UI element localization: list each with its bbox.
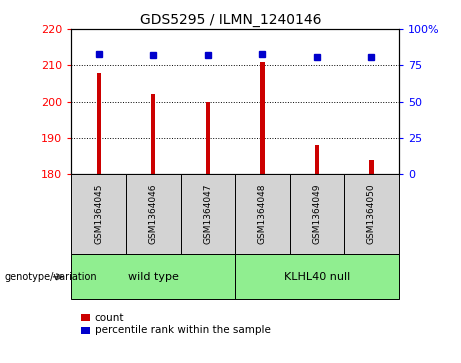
Bar (315, 145, 319, 174)
Bar (151, 94, 155, 174)
Text: GSM1364047: GSM1364047 (203, 184, 213, 244)
Text: percentile rank within the sample: percentile rank within the sample (95, 325, 271, 335)
Bar (96, 73, 101, 174)
Text: GDS5295 / ILMN_1240146: GDS5295 / ILMN_1240146 (140, 13, 321, 27)
Bar (206, 102, 210, 174)
Bar (369, 160, 374, 174)
Text: genotype/variation: genotype/variation (5, 272, 97, 282)
Text: KLHL40 null: KLHL40 null (284, 272, 350, 282)
Text: GSM1364049: GSM1364049 (313, 184, 321, 244)
Bar (260, 62, 265, 174)
Text: GSM1364046: GSM1364046 (149, 184, 158, 244)
Text: GSM1364050: GSM1364050 (367, 184, 376, 245)
Text: wild type: wild type (128, 272, 179, 282)
Text: count: count (95, 313, 124, 323)
Text: GSM1364048: GSM1364048 (258, 184, 267, 244)
Text: GSM1364045: GSM1364045 (94, 184, 103, 244)
